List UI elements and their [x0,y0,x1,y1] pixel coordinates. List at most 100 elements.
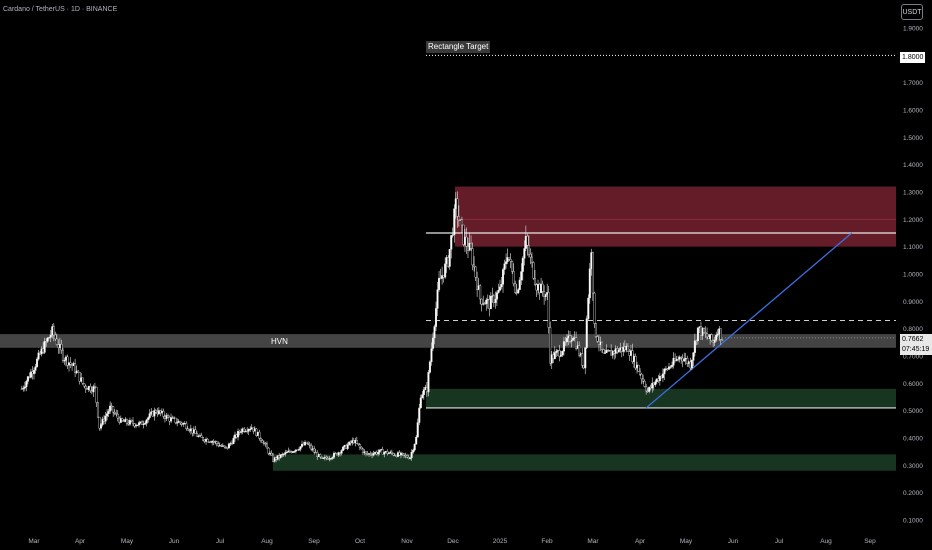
candle [719,328,722,345]
candle-body [83,383,86,387]
candle-body [54,334,57,340]
price-axis[interactable]: 1.9000 1.8000 1.7000 1.6000 1.5000 1.4000 1.30… [903,26,923,525]
candle-body [593,292,596,324]
candle [462,224,465,247]
candle [480,298,483,312]
time-axis[interactable]: Mar Apr May Jun Jul Aug Sep Oct Nov Dec 2025 Feb Mar… [28,538,876,545]
candle-body [602,349,605,354]
candle [34,364,37,374]
candle [52,323,55,342]
levels-layer [426,54,896,409]
candle [413,443,416,452]
candle [428,360,431,374]
candle [642,374,645,384]
currency-button[interactable]: USDT [901,4,923,20]
candle [383,451,386,458]
candle-body [186,428,189,431]
candle-body [383,452,386,455]
candle [74,358,77,377]
x-tick-label: Jul [775,538,784,545]
candle-body [527,244,530,255]
y-tick-label: 1.5000 [903,135,923,142]
candle-body [167,415,170,418]
candle [307,441,310,446]
candle-body [672,358,675,366]
candle [288,449,291,454]
candle-body [249,428,252,431]
candle [148,409,151,420]
candle-body [690,360,693,369]
candle-body [594,323,597,337]
candle [594,323,597,339]
candle-body [81,377,84,384]
candle-body [141,421,144,425]
x-tick-label: Apr [75,538,86,545]
candle-body [313,448,316,453]
candle [84,384,87,394]
candle-body [25,381,28,387]
candle [600,341,603,353]
candle-body [680,356,683,359]
candle-body [544,294,547,297]
candle [678,355,681,363]
candle [506,248,509,265]
candle-body [20,388,23,390]
candle-body [148,413,151,418]
candle [215,440,218,447]
candle-body [136,424,139,426]
y-tick-label: 0.8000 [903,326,923,333]
candle [547,285,550,334]
y-tick-label: 0.6000 [903,381,923,388]
candle [448,249,451,270]
candle-body [658,375,661,382]
x-tick-label: Oct [355,538,365,545]
candle [378,449,381,456]
candle-body [448,249,451,267]
candle [427,370,430,397]
candle-body [259,438,262,442]
candle-body [626,345,629,352]
candle [406,453,409,458]
candle [521,256,524,281]
candle-body [706,333,709,338]
candle-body [115,413,118,415]
candle-body [48,337,51,339]
candle [696,327,699,345]
candle-body [667,366,670,370]
candle [361,447,364,455]
candle [704,326,707,338]
candle-body [719,328,722,340]
candle [436,282,439,316]
candle [247,428,250,436]
candle-body [471,248,474,266]
candle-body [224,446,227,448]
candle-body [194,429,197,434]
candle [377,449,380,457]
candle [147,416,150,423]
candle [25,379,28,392]
candle [249,426,252,432]
candle-body [125,419,128,424]
candle-body [457,216,460,221]
candle-body [555,350,558,353]
candle-body [605,349,608,353]
candle-body [562,341,565,352]
target-price-tag: 1.8000 [900,52,926,63]
candle [498,279,501,292]
candle [505,253,508,269]
candle [514,280,517,294]
candle [572,336,575,341]
candle [89,383,92,394]
candle [453,204,456,243]
symbol-title[interactable]: Cardano / TetherUS · 1D · BINANCE [3,6,118,13]
candle [410,449,413,461]
candle [186,426,189,431]
candle-body [693,340,696,353]
candle-body [421,394,424,399]
candle-body [232,438,235,445]
candle [310,442,313,452]
candle [285,450,288,454]
candle-body [98,416,101,429]
candle-body [77,370,80,373]
